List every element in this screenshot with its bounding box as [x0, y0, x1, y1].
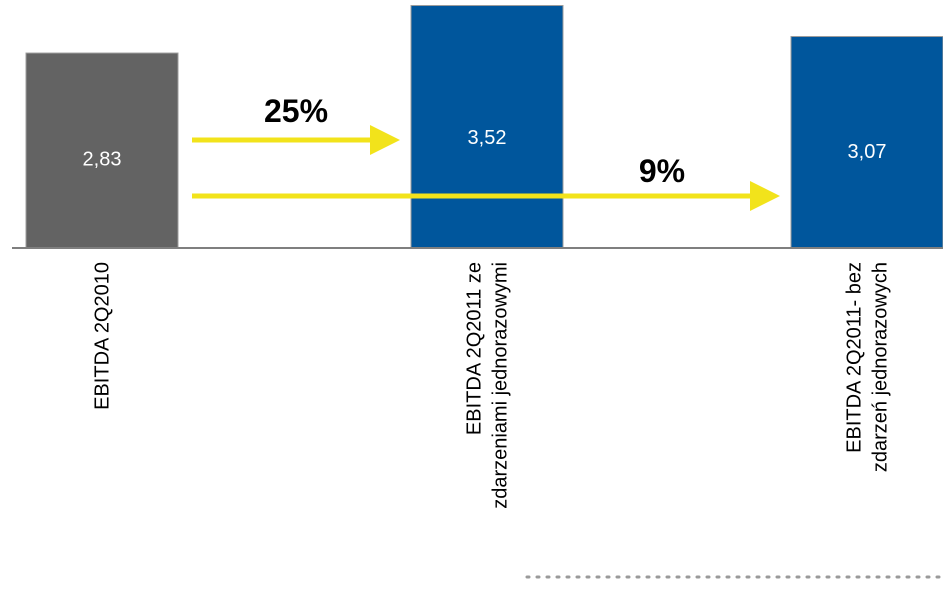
category-label-line: EBITDA 2Q2010: [92, 262, 114, 410]
bar-value-label-3: 3,07: [848, 141, 887, 163]
bar-value-label-1: 2,83: [83, 149, 122, 171]
bar-2: [410, 5, 564, 249]
category-label-line: zdarzeń jednorazowych: [870, 262, 892, 472]
growth-arrows-group: 25% 9%: [192, 93, 780, 211]
category-label-2: EBITDA 2Q2011 ze zdarzeniami jednorazowym…: [464, 262, 512, 509]
growth-arrow-head-1: [370, 125, 400, 155]
growth-label-1: 25%: [264, 93, 328, 129]
bars-group: 2,83 3,52 3,07: [25, 5, 943, 249]
bar-value-label-2: 3,52: [468, 127, 507, 149]
category-label-3: EBITDA 2Q2011- bez zdarzeń jednorazowych: [844, 262, 892, 472]
category-label-line: zdarzeniami jednorazowymi: [490, 262, 512, 509]
growth-label-2: 9%: [639, 153, 685, 189]
category-labels-group: EBITDA 2Q2010 EBITDA 2Q2011 ze zdarzeniami…: [92, 262, 892, 509]
growth-arrow-head-2: [750, 181, 780, 211]
category-label-1: EBITDA 2Q2010: [92, 262, 114, 410]
category-label-line: EBITDA 2Q2011- bez: [844, 262, 866, 453]
bar-1: [25, 52, 179, 249]
category-label-line: EBITDA 2Q2011 ze: [464, 262, 486, 435]
